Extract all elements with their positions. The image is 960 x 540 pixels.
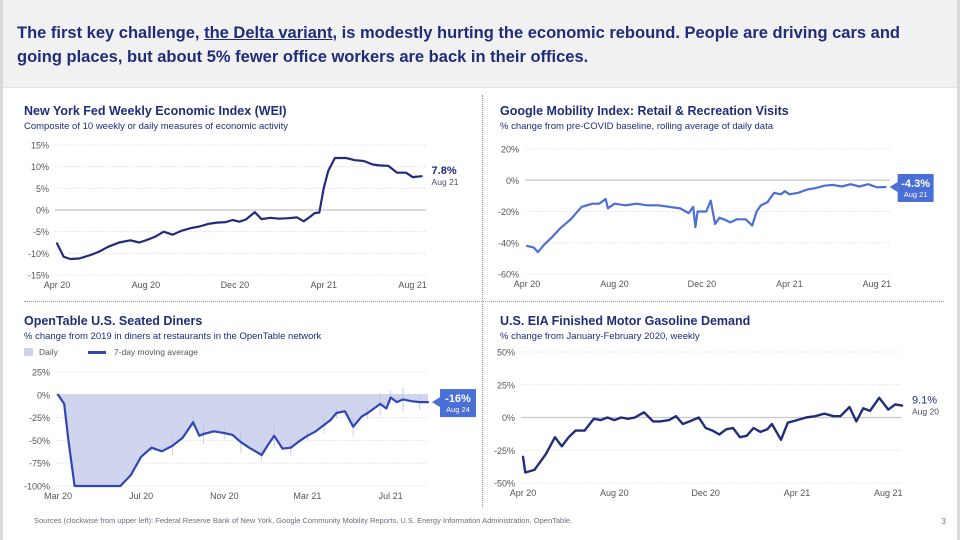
x-tick-label: Apr 21 — [784, 488, 811, 498]
y-tick-label: 0% — [506, 176, 519, 186]
legend-swatch-daily — [24, 348, 33, 356]
x-tick-label: Apr 21 — [310, 280, 337, 290]
callout-value: -4.3% — [901, 178, 930, 190]
y-tick-label: -100% — [24, 482, 50, 492]
wei-subtitle: Composite of 10 weekly or daily measures… — [24, 121, 289, 132]
y-tick-label: -60% — [498, 270, 519, 280]
x-tick-label: Apr 20 — [510, 488, 537, 498]
gasoline-title: U.S. EIA Finished Motor Gasoline Demand — [500, 314, 751, 328]
x-tick-label: Aug 20 — [600, 279, 629, 289]
y-tick-label: -50% — [29, 436, 50, 446]
sources-footnote: Sources (clockwise from upper left): Fed… — [34, 516, 573, 525]
y-tick-label: 25% — [497, 380, 515, 390]
y-tick-label: -5% — [33, 227, 49, 237]
y-tick-label: 0% — [502, 413, 515, 423]
y-tick-label: -75% — [29, 459, 50, 469]
x-tick-label: Aug 21 — [874, 488, 903, 498]
callout-value: 9.1% — [912, 395, 937, 407]
x-tick-label: Aug 20 — [600, 488, 629, 498]
x-tick-label: Apr 21 — [776, 279, 803, 289]
series-line — [521, 396, 904, 474]
legend-label-daily: Daily — [39, 347, 58, 357]
x-tick-label: Nov 20 — [210, 491, 239, 501]
x-tick-label: Jul 20 — [129, 491, 153, 501]
opentable-title: OpenTable U.S. Seated Diners — [24, 314, 203, 328]
callout-date: Aug 20 — [912, 407, 939, 417]
x-tick-label: Mar 21 — [293, 491, 321, 501]
x-tick-label: Apr 20 — [44, 280, 71, 290]
headline: The first key challenge, the Delta varia… — [17, 21, 947, 69]
y-tick-label: 50% — [497, 348, 515, 358]
headline-part2: , is modestly hurting the economic rebou… — [17, 24, 900, 66]
series-line — [525, 183, 887, 254]
y-tick-label: -25% — [29, 413, 50, 423]
gasoline-chart: 50% 25% 0% -25% -50%Apr 20 Aug 20 Dec 20 Apr 21… — [494, 348, 939, 499]
page-number: 3 — [941, 516, 946, 526]
x-tick-label: Jul 21 — [379, 491, 403, 501]
callout-date: Aug 21 — [432, 177, 459, 187]
wei-chart: 15% 10% 5% 0% -5% -10% -15%Apr 20 Aug 20 Dec 20 A… — [28, 141, 459, 291]
y-tick-label: 5% — [36, 184, 49, 194]
horizontal-divider — [24, 301, 944, 302]
callout-pointer — [889, 181, 898, 192]
series-line — [56, 393, 430, 488]
y-tick-label: 25% — [32, 368, 50, 378]
callout-pointer — [432, 397, 440, 408]
x-tick-label: Mar 20 — [44, 491, 72, 501]
x-tick-label: Aug 21 — [863, 279, 892, 289]
header-banner: The first key challenge, the Delta varia… — [0, 0, 960, 88]
y-tick-label: -10% — [28, 249, 49, 259]
daily-area — [58, 394, 428, 486]
callout-box — [897, 173, 934, 202]
legend-swatch-average — [87, 350, 106, 354]
opentable-subtitle: % change from 2019 in diners at restaura… — [24, 331, 322, 342]
y-tick-label: -40% — [498, 238, 519, 248]
callout-value: -16% — [445, 393, 471, 405]
x-tick-label: Dec 20 — [221, 280, 250, 290]
callout-value: 7.8% — [432, 165, 457, 177]
opentable-chart: 25% 0% -25% -50% -75% -100%Mar 20 Jul 20 Nov 20… — [24, 368, 476, 501]
callout-box — [440, 389, 476, 418]
mobility-title: Google Mobility Index: Retail & Recreati… — [500, 104, 789, 118]
y-tick-label: 0% — [36, 206, 49, 216]
headline-highlight: the Delta variant — [204, 24, 333, 42]
y-tick-label: 15% — [31, 141, 49, 151]
mobility-subtitle: % change from pre-COVID baseline, rollin… — [500, 121, 774, 132]
x-tick-label: Aug 20 — [132, 280, 161, 290]
wei-title: New York Fed Weekly Economic Index (WEI) — [24, 104, 287, 118]
y-tick-label: 10% — [31, 162, 49, 172]
x-tick-label: Apr 20 — [514, 279, 541, 289]
callout-date: Aug 24 — [446, 405, 470, 414]
y-tick-label: -25% — [494, 446, 515, 456]
gasoline-subtitle: % change from January-February 2020, wee… — [500, 331, 700, 342]
y-tick-label: -50% — [494, 479, 515, 489]
series-line — [55, 156, 423, 261]
y-tick-label: -15% — [28, 271, 49, 281]
x-tick-label: Aug 21 — [398, 280, 427, 290]
callout-date: Aug 21 — [904, 190, 928, 199]
x-tick-label: Dec 20 — [691, 488, 720, 498]
x-tick-label: Dec 20 — [688, 279, 717, 289]
y-tick-label: 0% — [37, 390, 50, 400]
legend-label-average: 7-day moving average — [113, 347, 199, 357]
y-tick-label: 20% — [501, 145, 519, 155]
y-tick-label: -20% — [498, 207, 519, 217]
mobility-chart: 20% 0% -20% -40% -60%Apr 20 Aug 20 Dec 20 Apr 2… — [498, 145, 934, 289]
headline-part1: The first key challenge, — [17, 24, 205, 42]
opentable-legend: Daily 7-day moving average — [24, 347, 198, 357]
